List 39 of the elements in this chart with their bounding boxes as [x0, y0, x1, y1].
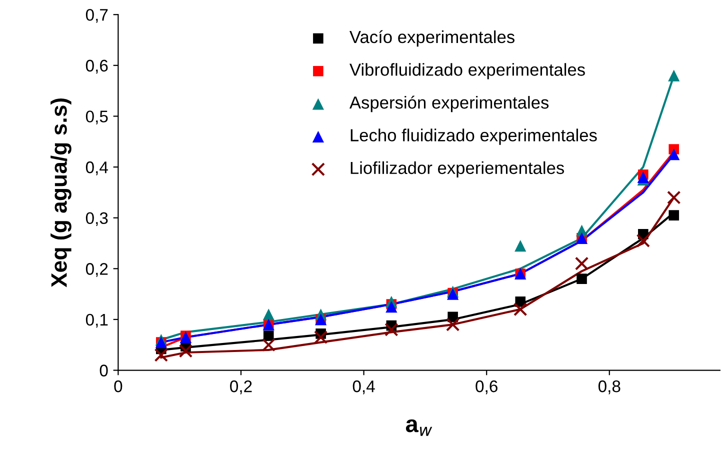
y-tick-label: 0,4 — [86, 161, 108, 176]
point — [314, 330, 328, 344]
point — [514, 240, 526, 252]
x-tick-label: 0,8 — [598, 380, 620, 394]
point — [667, 190, 681, 204]
point — [668, 210, 680, 220]
point — [636, 234, 650, 248]
point — [154, 348, 168, 362]
legend-label: Vacío experimentales — [350, 30, 514, 47]
y-tick-label: 0,7 — [86, 8, 108, 23]
x-axis-title: a$_{w}$ — [406, 419, 432, 436]
point — [446, 318, 460, 332]
y-tick-label: 0,2 — [86, 263, 108, 277]
x-tick-label: 0,2 — [230, 380, 252, 394]
y-tick-label: 0,6 — [86, 60, 108, 74]
point — [384, 322, 398, 336]
point — [637, 171, 649, 183]
point — [668, 148, 680, 160]
x-tick-label: 0 — [114, 380, 122, 392]
point — [514, 302, 528, 316]
legend-label: Lecho fluidizado experimentales — [350, 128, 597, 145]
legend-label: Liofilizador experiementales — [350, 161, 564, 178]
point — [386, 300, 398, 313]
point — [262, 338, 276, 352]
point — [262, 308, 274, 320]
point — [574, 256, 589, 270]
y-tick-label: 0,3 — [86, 212, 108, 226]
y-tick-label: 0 — [100, 364, 108, 376]
legend-label: Aspersión experimentales — [349, 96, 549, 112]
y-axis-title: Xeq (g agua/g s.s) — [50, 98, 72, 288]
y-tick-label: 0,1 — [86, 314, 108, 328]
point — [668, 70, 680, 82]
x-tick-label: 0,4 — [352, 380, 375, 394]
point — [178, 344, 193, 358]
legend-label: Vibrofluidizado experimentales — [350, 63, 585, 80]
point — [263, 330, 274, 341]
x-tick-label: 0,6 — [476, 380, 498, 394]
point — [576, 274, 587, 284]
y-tick-label: 0,5 — [86, 110, 108, 124]
